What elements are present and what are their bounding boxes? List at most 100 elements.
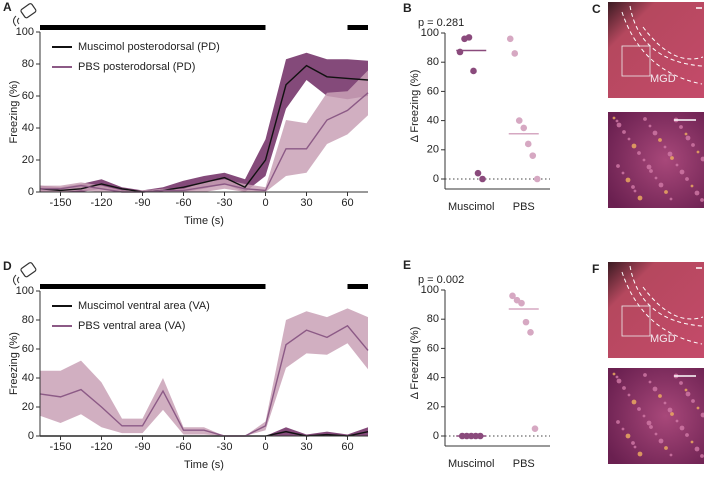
y-axis-label: Freezing (%) bbox=[8, 332, 20, 395]
x-axis-label: Time (s) bbox=[184, 459, 224, 471]
cell bbox=[637, 151, 641, 155]
y-tick-label: 60 bbox=[22, 90, 34, 102]
y-tick-label: 40 bbox=[427, 115, 439, 127]
region-outline bbox=[621, 265, 704, 345]
cell bbox=[670, 156, 674, 160]
tone-bar bbox=[347, 25, 368, 30]
cell bbox=[669, 197, 673, 201]
cell bbox=[631, 441, 635, 445]
panel-label: C bbox=[592, 2, 601, 16]
cell bbox=[663, 145, 667, 149]
x-tick-label: -60 bbox=[176, 197, 192, 209]
cell bbox=[622, 386, 626, 390]
cell bbox=[658, 438, 664, 444]
data-point bbox=[524, 140, 532, 148]
cell bbox=[700, 454, 704, 458]
cell bbox=[631, 399, 637, 405]
y-axis-label: Freezing (%) bbox=[8, 81, 20, 144]
cell bbox=[621, 171, 625, 175]
cell bbox=[631, 185, 635, 189]
x-tick-label: -90 bbox=[135, 441, 151, 453]
error-band bbox=[40, 52, 368, 192]
data-point bbox=[509, 292, 516, 300]
error-band bbox=[40, 427, 368, 436]
y-tick-label: 80 bbox=[427, 313, 439, 325]
cell bbox=[642, 414, 646, 418]
cell bbox=[664, 446, 668, 450]
cell bbox=[664, 190, 668, 194]
cell bbox=[649, 425, 653, 429]
region-label: MGD bbox=[650, 73, 676, 85]
x-tick-label: PBS bbox=[513, 201, 535, 213]
cell bbox=[690, 184, 694, 188]
x-tick-label: -90 bbox=[135, 197, 151, 209]
cell bbox=[658, 394, 662, 398]
cell bbox=[652, 130, 658, 136]
cell bbox=[679, 169, 685, 175]
speaker-waves bbox=[13, 15, 20, 27]
cell bbox=[649, 169, 653, 173]
cell bbox=[612, 116, 616, 120]
cell bbox=[684, 132, 688, 136]
y-tick-label: 100 bbox=[16, 285, 34, 297]
inset-box bbox=[621, 45, 651, 77]
cell bbox=[663, 401, 667, 405]
cell bbox=[625, 433, 631, 439]
cell bbox=[637, 195, 643, 201]
region-label: MGD bbox=[650, 333, 676, 345]
x-tick-label: -150 bbox=[49, 197, 71, 209]
cell bbox=[633, 189, 637, 193]
cell bbox=[669, 453, 673, 457]
y-tick-label: 100 bbox=[421, 284, 439, 296]
cell bbox=[700, 198, 704, 202]
cell bbox=[621, 427, 625, 431]
cell bbox=[685, 433, 689, 437]
cell bbox=[691, 399, 695, 403]
y-tick-label: 0 bbox=[28, 186, 34, 198]
cell bbox=[646, 164, 652, 170]
cell bbox=[648, 124, 652, 128]
cell bbox=[679, 381, 683, 385]
panel-label: F bbox=[592, 262, 599, 276]
cell bbox=[643, 117, 647, 121]
cell bbox=[685, 391, 691, 397]
annotation: p = 0.002 bbox=[418, 274, 464, 286]
cell bbox=[670, 412, 674, 416]
cell bbox=[685, 177, 689, 181]
x-tick-label: Muscimol bbox=[448, 458, 494, 470]
cell bbox=[690, 440, 694, 444]
cell bbox=[654, 432, 658, 436]
y-tick-label: 20 bbox=[22, 401, 34, 413]
cell bbox=[675, 163, 679, 167]
y-tick-label: 60 bbox=[427, 85, 439, 97]
cell bbox=[700, 156, 704, 162]
y-tick-label: 60 bbox=[22, 343, 34, 355]
data-point bbox=[533, 175, 541, 183]
data-point bbox=[465, 34, 473, 41]
y-axis-label: Δ Freezing (%) bbox=[409, 70, 421, 143]
cell bbox=[675, 419, 679, 423]
data-point bbox=[527, 329, 534, 336]
tone-bar bbox=[40, 25, 266, 30]
y-tick-label: 60 bbox=[427, 342, 439, 354]
x-tick-label: -30 bbox=[217, 197, 233, 209]
y-tick-label: 80 bbox=[427, 56, 439, 68]
micrograph-high bbox=[608, 112, 704, 208]
x-tick-label: 60 bbox=[341, 197, 353, 209]
inset-box bbox=[621, 305, 651, 337]
cell bbox=[696, 406, 700, 410]
speaker-icon bbox=[20, 262, 37, 278]
legend-label: PBS ventral area (VA) bbox=[78, 320, 185, 332]
y-tick-label: 100 bbox=[421, 27, 439, 39]
legend-label: PBS posterodorsal (PD) bbox=[78, 61, 195, 73]
cell bbox=[654, 176, 658, 180]
data-point bbox=[511, 50, 519, 57]
x-axis-label: Time (s) bbox=[184, 215, 224, 227]
cell bbox=[616, 420, 620, 424]
y-tick-label: 20 bbox=[427, 144, 439, 156]
x-tick-label: 30 bbox=[300, 197, 312, 209]
cell bbox=[637, 407, 641, 411]
cell bbox=[691, 143, 695, 147]
tone-bar bbox=[347, 284, 368, 289]
